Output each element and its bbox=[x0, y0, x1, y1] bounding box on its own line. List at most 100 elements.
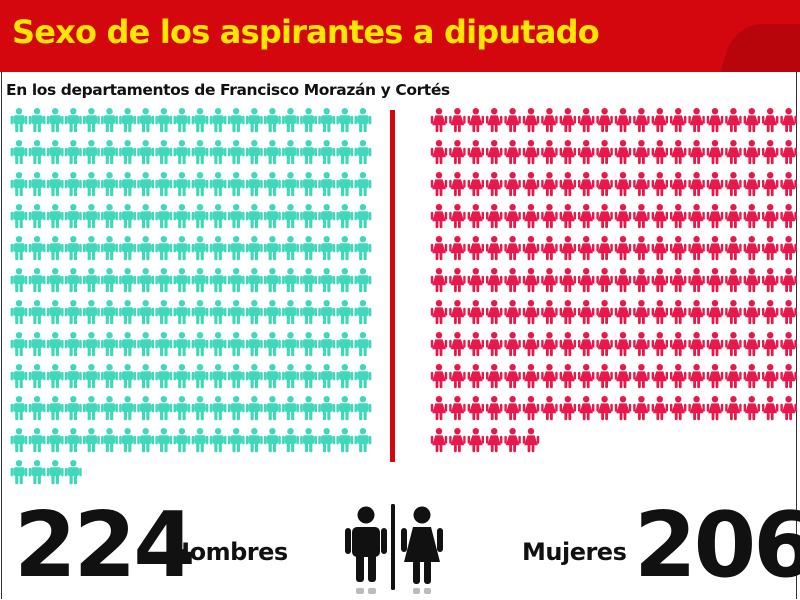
male-figure-icon bbox=[64, 204, 82, 229]
female-figure-icon bbox=[449, 268, 466, 293]
female-figure-icon bbox=[449, 396, 466, 421]
male-figure-icon bbox=[83, 396, 100, 421]
male-figure-icon bbox=[64, 300, 82, 325]
male-figure-icon bbox=[245, 236, 263, 261]
female-figure-icon bbox=[633, 268, 650, 293]
male-figure-icon bbox=[318, 332, 336, 357]
female-figure-icon bbox=[541, 140, 558, 165]
male-figure-icon bbox=[354, 300, 372, 325]
male-figure-icon bbox=[119, 204, 136, 229]
female-figure-icon bbox=[670, 108, 687, 133]
male-figure-icon bbox=[28, 140, 46, 165]
male-figure-icon bbox=[191, 268, 209, 293]
female-figure-icon bbox=[449, 236, 466, 261]
male-figure-icon bbox=[64, 396, 82, 421]
male-figure-icon bbox=[300, 364, 317, 389]
female-figure-icon bbox=[504, 172, 521, 197]
female-figure-icon bbox=[688, 396, 705, 421]
female-figure-icon bbox=[522, 428, 540, 453]
female-figure-icon bbox=[743, 140, 760, 165]
female-figure-icon bbox=[596, 172, 613, 197]
male-figure-icon bbox=[101, 396, 118, 421]
female-figure-icon bbox=[651, 140, 668, 165]
male-figure-icon bbox=[227, 204, 245, 229]
male-figure-icon bbox=[300, 140, 317, 165]
male-figure-icon bbox=[336, 428, 354, 453]
female-figure-icon bbox=[762, 236, 779, 261]
female-figure-icon bbox=[633, 364, 650, 389]
male-figure-icon bbox=[119, 172, 136, 197]
male-figure-icon bbox=[46, 140, 64, 165]
male-figure-icon bbox=[155, 364, 173, 389]
female-figure-icon bbox=[430, 396, 448, 421]
male-figure-icon bbox=[209, 428, 227, 453]
female-figure-icon bbox=[725, 204, 742, 229]
male-figure-icon bbox=[83, 364, 100, 389]
male-figure-icon bbox=[28, 108, 46, 133]
female-figure-icon bbox=[430, 428, 448, 453]
female-figure-icon bbox=[743, 108, 760, 133]
male-figure-icon bbox=[155, 396, 173, 421]
male-figure-icon bbox=[173, 268, 191, 293]
female-figure-icon bbox=[706, 268, 724, 293]
female-figure-icon bbox=[743, 204, 760, 229]
male-figure-icon bbox=[354, 172, 372, 197]
female-figure-icon bbox=[559, 364, 576, 389]
female-figure-icon bbox=[541, 364, 558, 389]
female-figure-icon bbox=[541, 172, 558, 197]
male-figure-icon bbox=[336, 268, 354, 293]
female-figure-icon bbox=[762, 300, 779, 325]
female-figure-icon bbox=[430, 172, 448, 197]
male-figure-icon bbox=[64, 108, 82, 133]
male-figure-icon bbox=[209, 204, 227, 229]
male-figure-icon bbox=[227, 396, 245, 421]
male-figure-icon bbox=[83, 268, 100, 293]
male-figure-icon bbox=[119, 332, 136, 357]
male-figure-icon bbox=[336, 140, 354, 165]
male-figure-icon bbox=[119, 428, 136, 453]
male-figure-icon bbox=[28, 172, 46, 197]
female-figure-icon bbox=[688, 108, 705, 133]
male-figure-icon bbox=[264, 332, 281, 357]
male-figure-icon bbox=[155, 428, 173, 453]
male-figure-icon bbox=[336, 108, 354, 133]
male-figure-icon bbox=[173, 108, 191, 133]
male-figure-icon bbox=[300, 108, 317, 133]
male-figure-icon bbox=[209, 300, 227, 325]
male-figure-icon bbox=[101, 172, 118, 197]
female-figure-icon bbox=[762, 364, 779, 389]
male-figure-icon bbox=[227, 428, 245, 453]
female-figure-icon bbox=[596, 332, 613, 357]
female-figure-icon bbox=[688, 268, 705, 293]
male-figure-icon bbox=[173, 364, 191, 389]
male-figure-icon bbox=[10, 364, 28, 389]
female-figure-icon bbox=[688, 364, 705, 389]
female-figure-icon bbox=[578, 332, 595, 357]
female-figure-icon bbox=[596, 268, 613, 293]
female-figure-icon bbox=[762, 396, 779, 421]
male-figure-icon bbox=[336, 364, 354, 389]
female-figure-icon bbox=[762, 204, 779, 229]
female-figure-icon bbox=[467, 364, 484, 389]
female-figure-icon bbox=[486, 204, 503, 229]
male-figure-icon bbox=[46, 172, 64, 197]
female-figure-icon bbox=[633, 108, 650, 133]
male-figure-icon bbox=[300, 428, 317, 453]
female-figure-icon bbox=[559, 396, 576, 421]
female-figure-icon bbox=[578, 236, 595, 261]
female-figure-icon bbox=[780, 268, 797, 293]
male-figure-icon bbox=[227, 332, 245, 357]
female-figure-icon bbox=[541, 204, 558, 229]
male-figure-icon bbox=[282, 204, 299, 229]
female-figure-icon bbox=[651, 204, 668, 229]
female-figure-icon bbox=[762, 172, 779, 197]
female-figure-icon bbox=[633, 172, 650, 197]
female-figure-icon bbox=[449, 332, 466, 357]
male-figure-icon bbox=[83, 172, 100, 197]
male-figure-icon bbox=[245, 108, 263, 133]
male-figure-icon bbox=[10, 332, 28, 357]
male-figure-icon bbox=[155, 236, 173, 261]
male-figure-icon bbox=[83, 428, 100, 453]
female-figure-icon bbox=[651, 364, 668, 389]
female-figure-icon bbox=[486, 364, 503, 389]
